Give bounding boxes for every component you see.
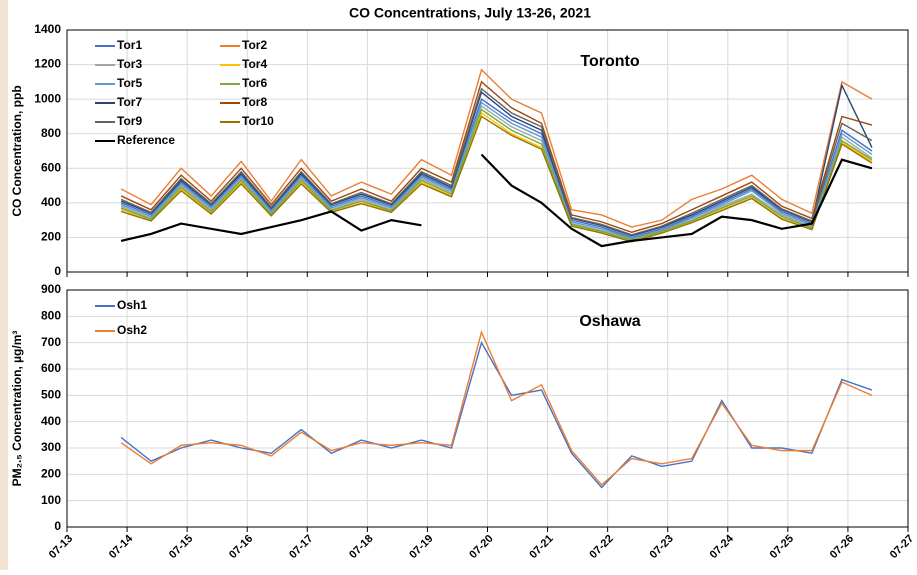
y-tick-label: 200 <box>41 230 61 244</box>
y-tick-label: 500 <box>41 388 61 402</box>
legend-label: Tor2 <box>242 38 267 52</box>
series-line <box>120 98 873 239</box>
y-tick-label: 700 <box>41 335 61 349</box>
legend-label: Tor5 <box>117 76 142 90</box>
y-tick-label: 1200 <box>34 57 61 71</box>
y-tick-label: 0 <box>54 519 61 533</box>
x-tick-label: 07-14 <box>107 532 136 561</box>
x-tick-label: 07-21 <box>527 533 555 561</box>
annotation: Oshawa <box>579 313 640 330</box>
series-line <box>120 83 873 237</box>
annotation: Toronto <box>580 53 639 70</box>
chart-title: CO Concentrations, July 13-26, 2021 <box>349 5 591 21</box>
legend-label: Tor9 <box>117 114 142 128</box>
x-tick-label: 07-25 <box>768 533 796 561</box>
y-tick-label: 100 <box>41 493 61 507</box>
legend-label: Tor8 <box>242 95 267 109</box>
series-line <box>120 111 873 242</box>
x-tick-label: 07-19 <box>407 533 435 561</box>
series-line <box>120 87 873 236</box>
legend-label: Osh2 <box>117 323 147 337</box>
y-tick-label: 900 <box>41 282 61 296</box>
x-tick-label: 07-18 <box>347 533 375 561</box>
plot-border <box>66 29 909 273</box>
series-line <box>120 104 873 240</box>
side-strip <box>0 0 8 570</box>
legend-label: Tor4 <box>242 57 267 71</box>
x-tick-label: 07-13 <box>47 533 75 561</box>
y-tick-label: 200 <box>41 467 61 481</box>
y-tick-label: 400 <box>41 414 61 428</box>
y-axis-label: PM₂.₅ Concentration, µg/m³ <box>10 331 24 487</box>
y-tick-label: 800 <box>41 309 61 323</box>
plot-border <box>66 289 909 528</box>
legend-label: Tor10 <box>242 114 274 128</box>
x-tick-label: 07-17 <box>287 533 315 561</box>
y-tick-label: 800 <box>41 126 61 140</box>
series-line <box>120 115 873 243</box>
legend-label: Reference <box>117 133 175 147</box>
x-tick-label: 07-20 <box>467 533 495 561</box>
series-line <box>120 101 873 240</box>
legend-label: Osh1 <box>117 298 147 312</box>
y-tick-label: 0 <box>54 264 61 278</box>
x-tick-label: 07-26 <box>828 533 856 561</box>
y-axis-label: CO Concentration, ppb <box>10 85 24 216</box>
legend-label: Tor1 <box>117 38 142 52</box>
x-tick-label: 07-23 <box>648 533 676 561</box>
y-tick-label: 600 <box>41 160 61 174</box>
y-tick-label: 1000 <box>34 91 61 105</box>
y-tick-label: 400 <box>41 195 61 209</box>
legend-label: Tor3 <box>117 57 142 71</box>
x-tick-label: 07-22 <box>587 533 615 561</box>
series-line <box>120 340 873 489</box>
series-line <box>120 68 873 228</box>
x-tick-label: 07-15 <box>167 533 195 561</box>
legend-label: Tor7 <box>117 95 142 109</box>
x-tick-label: 07-27 <box>888 533 916 561</box>
series-line <box>120 330 873 486</box>
series-line <box>120 108 873 241</box>
series-line <box>480 153 873 248</box>
y-tick-label: 1400 <box>34 22 61 36</box>
y-tick-label: 600 <box>41 361 61 375</box>
y-tick-label: 300 <box>41 440 61 454</box>
series-line <box>120 80 873 233</box>
legend-label: Tor6 <box>242 76 267 90</box>
series-line <box>120 210 422 242</box>
x-tick-label: 07-24 <box>708 532 737 561</box>
x-tick-label: 07-16 <box>227 533 255 561</box>
